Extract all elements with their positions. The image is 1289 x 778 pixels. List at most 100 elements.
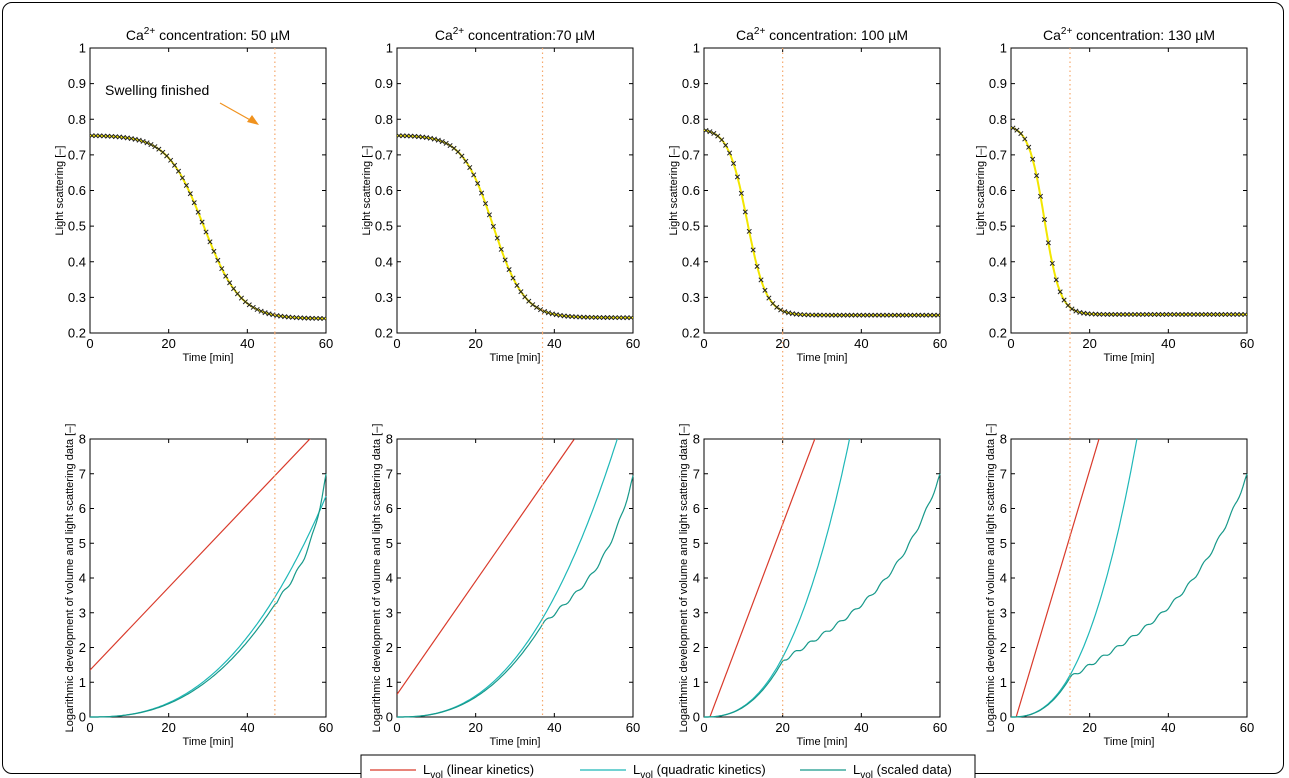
data-point [868, 312, 874, 318]
data-point [919, 312, 925, 318]
data-point [1155, 311, 1162, 318]
top-ytick-label: 0.7 [989, 147, 1007, 162]
data-point [884, 312, 890, 318]
data-point [459, 153, 465, 159]
data-point [616, 315, 622, 321]
bottom-ytick-label: 7 [693, 466, 700, 481]
data-point [860, 312, 866, 318]
data-point [309, 315, 315, 321]
log-development-plot: 0 20 40 60 0 1 2 3 4 5 6 7 8 Time [min] Logarithmic de… [64, 424, 333, 748]
data-point [404, 133, 410, 139]
data-point [195, 209, 201, 215]
data-point [266, 311, 272, 317]
data-point [305, 315, 311, 321]
data-point [1144, 311, 1150, 318]
data-point [797, 311, 803, 318]
data-point [1199, 311, 1205, 318]
data-point [498, 246, 504, 252]
data-point [514, 282, 520, 288]
data-point [1167, 311, 1173, 318]
data-point [1010, 125, 1016, 131]
legend-entry-2: Lvol (quadratic kinetics) [633, 762, 766, 778]
bottom-ytick-label: 3 [79, 605, 86, 620]
data-point [1152, 311, 1158, 318]
data-point [841, 312, 847, 318]
data-point [880, 312, 886, 318]
data-point [191, 200, 197, 206]
data-point [297, 315, 303, 321]
data-point [486, 212, 492, 218]
linear-kinetics-line [397, 439, 575, 695]
data-point [703, 127, 709, 134]
bottom-ytick-label: 1 [1000, 675, 1007, 690]
top-xtick-label: 0 [86, 336, 93, 351]
data-point [1191, 311, 1197, 318]
data-point [1073, 308, 1079, 314]
data-point [628, 315, 634, 321]
data-point [293, 315, 300, 321]
scaled-data-curve [704, 473, 941, 718]
bottom-xlabel: Time [min] [1104, 736, 1155, 748]
data-point [408, 133, 414, 139]
data-point [545, 310, 551, 316]
data-point [313, 315, 319, 321]
data-point [144, 140, 150, 146]
data-point [809, 312, 815, 318]
data-point [1049, 260, 1055, 266]
data-point [746, 228, 752, 234]
data-point [911, 312, 917, 318]
panel-title-superscript: 2+ [754, 26, 766, 37]
bottom-xtick-label: 40 [240, 720, 254, 735]
data-point [238, 295, 244, 301]
data-point [538, 307, 544, 313]
bottom-ytick-label: 0 [79, 710, 86, 725]
legend-entry-text: (quadratic kinetics) [653, 762, 766, 777]
bottom-ytick-label: 6 [693, 501, 700, 516]
data-point [400, 133, 406, 139]
data-point [172, 162, 178, 168]
data-point [1183, 311, 1189, 318]
data-point [624, 315, 630, 321]
data-point [89, 133, 95, 139]
data-point [301, 315, 307, 321]
bottom-ytick-label: 3 [693, 605, 700, 620]
data-point [317, 315, 323, 322]
data-point [593, 314, 599, 321]
linear-kinetics-line [1015, 439, 1100, 717]
top-xtick-label: 20 [1082, 336, 1096, 351]
bottom-xtick-label: 0 [1007, 720, 1014, 735]
data-point [876, 312, 882, 318]
bottom-ylabel: Logarithmic development of volume and li… [64, 424, 76, 733]
bottom-ytick-label: 0 [693, 710, 700, 725]
data-point [534, 304, 540, 310]
data-point [258, 308, 264, 314]
data-point [553, 312, 559, 318]
top-xlabel: Time [min] [797, 352, 848, 364]
data-point [321, 315, 327, 322]
bottom-ytick-label: 6 [1000, 501, 1007, 516]
data-point [101, 133, 107, 139]
bottom-ytick-label: 1 [693, 675, 700, 690]
bottom-ytick-label: 2 [693, 640, 700, 655]
top-ytick-label: 1 [386, 41, 393, 56]
data-point [573, 314, 579, 320]
data-point [262, 310, 268, 316]
data-point [715, 133, 721, 139]
legend-entry-text: (linear kinetics) [443, 762, 534, 777]
data-point [439, 139, 445, 145]
data-point [1132, 311, 1138, 318]
data-point [1195, 311, 1201, 318]
data-point [1163, 311, 1169, 318]
bottom-xtick-label: 20 [468, 720, 482, 735]
data-point [1234, 311, 1240, 318]
data-point [577, 314, 583, 320]
data-point [179, 175, 185, 181]
legend-entry-subscript: vol [430, 770, 443, 778]
bottom-xtick-label: 60 [626, 720, 640, 735]
data-point [1179, 311, 1185, 318]
data-point [242, 299, 248, 305]
bottom-ytick-label: 2 [79, 640, 86, 655]
data-point [723, 142, 729, 148]
data-point [1065, 302, 1071, 309]
top-ytick-label: 0.5 [682, 219, 700, 234]
